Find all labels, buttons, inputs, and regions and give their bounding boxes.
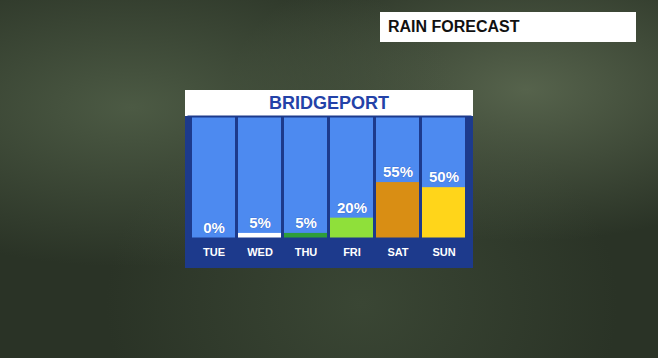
svg-text:50%: 50% [429,168,459,185]
html-text:RAIN FORECAST: RAIN FORECAST [388,18,520,35]
svg-text:THU: THU [295,246,318,258]
svg-text:5%: 5% [295,214,317,231]
svg-text:5%: 5% [249,214,271,231]
svg-text:WED: WED [247,246,273,258]
svg-text:SAT: SAT [387,246,408,258]
svg-text:TUE: TUE [203,246,225,258]
svg-text:FRI: FRI [343,246,361,258]
svg-text:SUN: SUN [432,246,455,258]
html-text:BRIDGEPORT: BRIDGEPORT [269,93,389,113]
svg-text:20%: 20% [337,199,367,216]
svg-text:0%: 0% [203,219,225,236]
svg-text:55%: 55% [383,163,413,180]
